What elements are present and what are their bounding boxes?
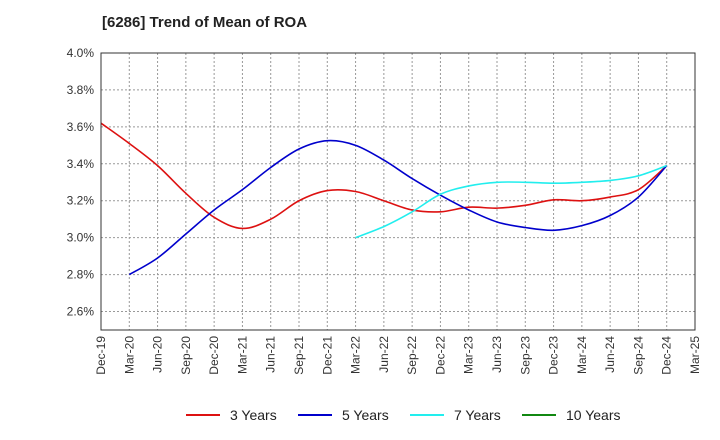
x-tick-label: Mar-25 bbox=[688, 336, 702, 374]
axis-layer: 4.0% 3.8% 3.6% 3.4% 3.2% 3.0% 2.8% 2.6% Dec-19 Ma… bbox=[67, 46, 702, 375]
x-tick-label: Dec-24 bbox=[660, 336, 674, 375]
legend-item: 7 Years bbox=[410, 406, 501, 424]
y-tick-label: 3.6% bbox=[67, 120, 95, 134]
x-tick-label: Sep-21 bbox=[292, 336, 306, 375]
legend-item: 10 Years bbox=[522, 406, 621, 424]
x-tick-label: Mar-23 bbox=[462, 336, 476, 374]
legend-item: 5 Years bbox=[298, 406, 389, 424]
y-tick-label: 3.8% bbox=[67, 83, 95, 97]
x-tick-label: Dec-22 bbox=[433, 336, 447, 375]
y-tick-label: 3.0% bbox=[67, 231, 95, 245]
x-tick-label: Mar-21 bbox=[235, 336, 249, 374]
chart-title: [6286] Trend of Mean of ROA bbox=[102, 14, 308, 31]
legend-label: 7 Years bbox=[454, 407, 501, 423]
x-tick-label: Mar-20 bbox=[122, 336, 136, 374]
y-tick-label: 2.8% bbox=[67, 268, 95, 282]
x-tick-label: Mar-24 bbox=[575, 336, 589, 374]
x-tick-label: Sep-22 bbox=[405, 336, 419, 375]
x-tick-label: Dec-20 bbox=[207, 336, 221, 375]
x-tick-label: Jun-23 bbox=[490, 336, 504, 373]
series-line-5-years bbox=[128, 139, 668, 276]
series-layer bbox=[100, 122, 668, 276]
legend-swatch bbox=[410, 414, 444, 416]
legend-label: 5 Years bbox=[342, 407, 389, 423]
x-tick-label: Dec-19 bbox=[94, 336, 108, 375]
x-tick-label: Dec-21 bbox=[320, 336, 334, 375]
x-tick-label: Sep-24 bbox=[631, 336, 645, 375]
legend-swatch bbox=[186, 414, 220, 416]
legend-item: 3 Years bbox=[186, 406, 277, 424]
legend-swatch bbox=[298, 414, 332, 416]
x-tick-label: Jun-20 bbox=[151, 336, 165, 373]
y-tick-label: 4.0% bbox=[67, 46, 95, 60]
grid-layer bbox=[100, 52, 696, 330]
series-line-7-years bbox=[355, 164, 667, 239]
x-tick-label: Mar-22 bbox=[349, 336, 363, 374]
x-tick-label: Jun-24 bbox=[603, 336, 617, 373]
series-line-3-years bbox=[100, 122, 668, 230]
plot-frame bbox=[100, 52, 696, 331]
y-tick-label: 2.6% bbox=[67, 305, 95, 319]
legend-swatch bbox=[522, 414, 556, 416]
x-tick-label: Dec-23 bbox=[547, 336, 561, 375]
legend-label: 10 Years bbox=[566, 407, 621, 423]
x-tick-label: Sep-23 bbox=[518, 336, 532, 375]
legend-label: 3 Years bbox=[230, 407, 277, 423]
y-tick-label: 3.4% bbox=[67, 157, 95, 171]
x-tick-label: Sep-20 bbox=[179, 336, 193, 375]
legend: 3 Years 5 Years 7 Years 10 Years bbox=[0, 402, 720, 428]
y-tick-label: 3.2% bbox=[67, 194, 95, 208]
x-tick-label: Jun-21 bbox=[264, 336, 278, 373]
x-tick-label: Jun-22 bbox=[377, 336, 391, 373]
